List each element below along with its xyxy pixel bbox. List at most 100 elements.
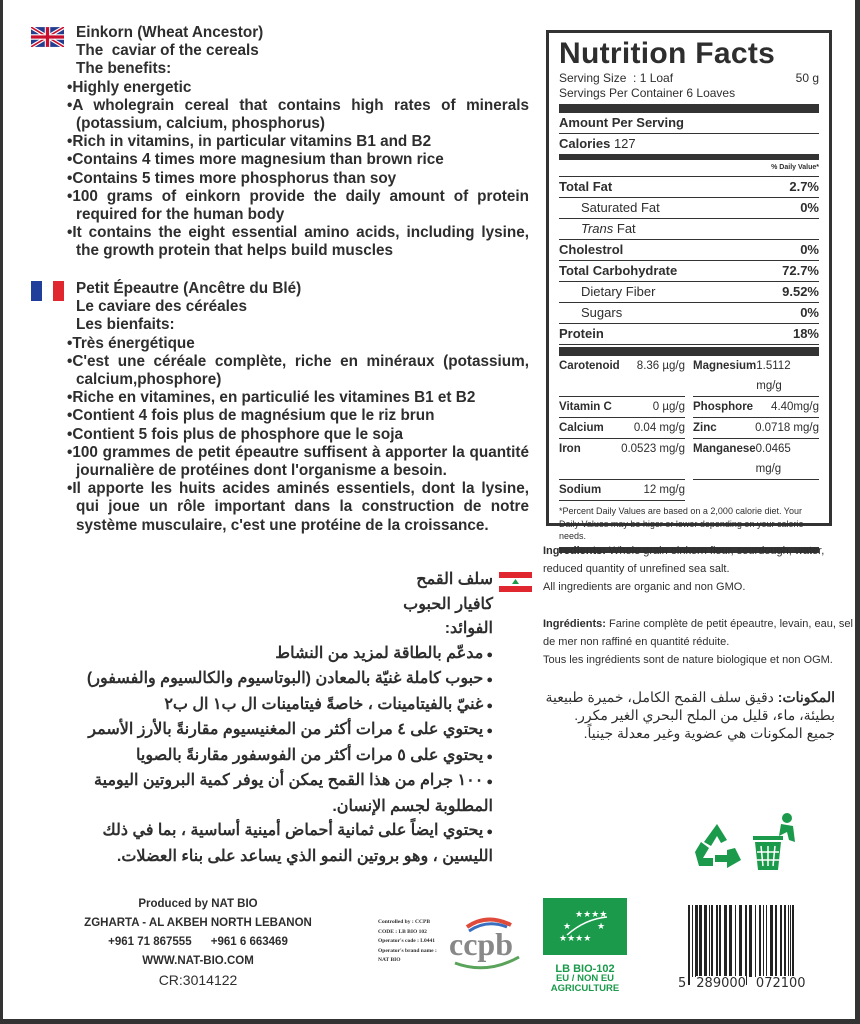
control-line: Operator's code : L0441 xyxy=(378,938,435,944)
french-benefit-item: •C'est une céréale complète, riche en mi… xyxy=(67,352,529,389)
english-benefit-item: •Rich in vitamins, in particular vitamin… xyxy=(67,133,432,151)
control-line: CODE : LB BIO 102 xyxy=(378,928,427,935)
producer-info: Produced by NAT BIO ZGHARTA - AL AKBEH N… xyxy=(63,895,333,990)
servings-per-container: Servings Per Container 6 Loaves xyxy=(559,86,736,100)
barcode-bar xyxy=(688,905,690,985)
nutrient-label: Total Carbohydrate xyxy=(559,263,678,278)
ingredients-fr-note: Tous les ingrédients sont de nature biol… xyxy=(543,654,833,666)
french-benefit-item: •Contient 5 fois plus de phosphore que l… xyxy=(67,425,403,443)
french-benefit-item: •100 grammes de petit épeautre suffisent… xyxy=(67,443,529,480)
mineral-row: Zinc 0.0718 mg/g xyxy=(693,418,819,439)
barcode-bar xyxy=(749,905,752,977)
ccpb-logo-text: ccpb xyxy=(449,926,513,962)
ingredients-ar-text: دقيق سلف القمح الكامل، خميرة طبيعية بطيئ… xyxy=(545,689,836,741)
nutrition-title: Nutrition Facts xyxy=(559,37,776,70)
calories-label: Calories xyxy=(559,136,611,151)
english-subtitle: The caviar of the cereals xyxy=(76,42,259,60)
control-line: Operator's brand name : xyxy=(378,947,437,954)
barcode-bar xyxy=(692,905,693,977)
ingredients-ar: المكونات: دقيق سلف القمح الكامل، خميرة ط… xyxy=(543,688,836,742)
barcode-bar xyxy=(792,905,794,985)
nutrient-label: Protein xyxy=(559,326,604,341)
nutrient-value: 72.7% xyxy=(782,263,819,278)
mineral-value: 12 mg/g xyxy=(643,484,685,496)
mineral-label: Manganese xyxy=(693,443,756,455)
nutrition-row: Total Carbohydrate 72.7% xyxy=(559,261,819,282)
arabic-benefit-item: ١٠٠ جرام من هذا القمح يمكن أن يوفر كمية … xyxy=(63,769,493,819)
mineral-label: Zinc xyxy=(693,422,717,434)
barcode-bar xyxy=(739,905,742,977)
barcode-bar xyxy=(735,905,736,977)
barcode-bar xyxy=(763,905,764,977)
nutrient-label: Sugars xyxy=(581,305,623,320)
eu-label-code: LB BIO-102 xyxy=(555,963,615,975)
ingredients-en-label: Ingredients: xyxy=(543,545,606,557)
commercial-registration: CR:3014122 xyxy=(158,972,238,988)
serving-size-value: 50 g xyxy=(795,71,819,85)
french-benefit-item: •Très énergétique xyxy=(67,334,195,352)
english-benefit-item: •Contains 5 times more phosphorus than s… xyxy=(67,169,397,187)
nutrient-value: 2.7% xyxy=(789,179,819,194)
phone-2: +961 6 663469 xyxy=(210,936,288,948)
amount-per-serving: Amount Per Serving xyxy=(559,115,684,130)
arabic-benefit-item: حبوب كاملة غنيّة بالمعادن (البوتاسيوم وا… xyxy=(63,667,493,693)
barcode-digit: 5 xyxy=(678,976,687,991)
barcode-bar xyxy=(770,905,773,977)
mineral-row: Manganese 0.0465 mg/g xyxy=(693,439,819,480)
nutrition-row: Protein 18% xyxy=(559,324,819,345)
france-flag-icon xyxy=(31,281,64,301)
english-benefit-item: •It contains the eight essential amino a… xyxy=(67,224,529,260)
nutrition-row: Dietary Fiber 9.52% xyxy=(559,282,819,303)
nutrient-label: Total Fat xyxy=(559,179,613,194)
barcode-bar xyxy=(788,905,789,977)
nutrition-row: Sugars 0% xyxy=(559,303,819,324)
mineral-row: Iron 0.0523 mg/g xyxy=(559,439,685,480)
website[interactable]: WWW.NAT-BIO.COM xyxy=(142,955,254,967)
nutrition-footnote: *Percent Daily Values are based on a 2,0… xyxy=(559,506,804,541)
producer-name: Produced by NAT BIO xyxy=(138,898,258,910)
french-section: Petit Épeautre (Ancêtre du Blé) Le cavia… xyxy=(67,280,529,535)
mineral-value: 1.5112 mg/g xyxy=(756,360,791,392)
nutrition-row: Saturated Fat 0% xyxy=(559,198,819,219)
barcode-bar xyxy=(784,905,786,977)
barcode-digits: 289000 xyxy=(696,976,746,991)
english-benefit-item: •Highly energetic xyxy=(67,78,192,96)
mineral-label: Magnesium xyxy=(693,360,757,372)
arabic-section: سلف القمح كافيار الحبوب الفوائد: مدعّم ب… xyxy=(63,568,493,869)
arabic-benefit-item: يحتوي على ٤ مرات أكثر من المغنيسيوم مقار… xyxy=(63,718,493,744)
french-benefit-item: •Contient 4 fois plus de magnésium que l… xyxy=(67,407,435,425)
mineral-row: Phosphore 4.40mg/g xyxy=(693,397,819,418)
arabic-benefits-label: الفوائد: xyxy=(444,620,493,637)
eu-label-line3: AGRICULTURE xyxy=(550,983,620,994)
mineral-value: 0.04 mg/g xyxy=(633,422,685,434)
arabic-benefit-item: يحتوي ايضاً على ثمانية أحماض أمينية أساس… xyxy=(63,819,493,869)
barcode-bar xyxy=(724,905,727,977)
lebanon-flag-icon xyxy=(499,572,532,592)
ingredients-ar-label: المكونات: xyxy=(777,689,835,705)
svg-text:★: ★ xyxy=(597,922,605,932)
control-line: Controlled by : CCPB xyxy=(378,919,430,925)
arabic-title: سلف القمح xyxy=(416,571,493,588)
mineral-row: Vitamin C 0 µg/g xyxy=(559,397,685,418)
english-benefits-label: The benefits: xyxy=(76,60,172,78)
arabic-benefit-item: غنيّ بالفيتامينات ، خاصةً فيتامينات ال ب… xyxy=(63,693,493,719)
uk-flag-icon xyxy=(30,25,65,49)
mineral-label: Phosphore xyxy=(693,401,754,413)
french-benefit-item: •Riche en vitamines, en particulié les v… xyxy=(67,389,476,407)
english-title: Einkorn (Wheat Ancestor) xyxy=(76,24,264,41)
nutrition-row: Trans Fat xyxy=(559,219,819,240)
daily-value-label: % Daily Value* xyxy=(771,164,819,171)
french-benefit-item: •Il apporte les huits acides aminés esse… xyxy=(67,480,529,534)
mineral-value: 8.36 µg/g xyxy=(636,360,685,372)
producer-address: ZGHARTA - AL AKBEH NORTH LEBANON xyxy=(84,917,312,929)
barcode-bar xyxy=(699,905,702,977)
nutrient-value: 0% xyxy=(800,200,819,215)
mineral-label: Vitamin C xyxy=(559,401,612,413)
barcode-bar xyxy=(716,905,718,977)
ingredients-fr-text: Farine complète de petit épeautre, levai… xyxy=(543,618,853,648)
barcode-bar xyxy=(780,905,782,977)
phone-1: +961 71 867555 xyxy=(108,936,192,948)
nutrient-label: Dietary Fiber xyxy=(581,284,656,299)
french-benefits-label: Les bienfaits: xyxy=(76,316,175,334)
barcode-bar xyxy=(790,905,791,977)
